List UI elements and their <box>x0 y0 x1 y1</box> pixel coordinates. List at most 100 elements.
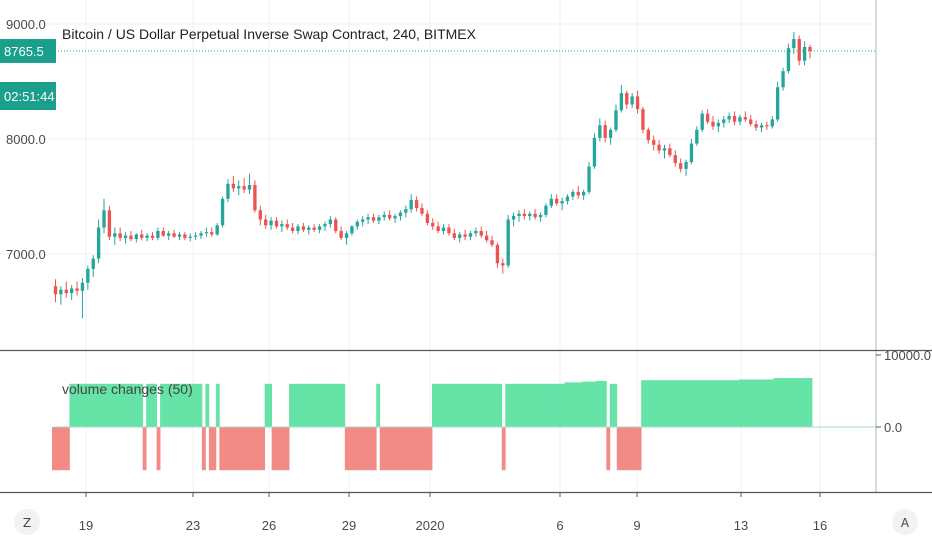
candle-body <box>129 235 133 240</box>
candle <box>425 210 430 226</box>
candle-body <box>700 113 704 130</box>
candle-body <box>468 233 473 237</box>
candle <box>722 116 726 128</box>
indicator-label: volume changes (50) <box>62 381 193 397</box>
candle <box>689 139 694 165</box>
volume-bar <box>721 380 726 427</box>
volume-bar <box>341 383 346 427</box>
volume-bar <box>247 427 252 471</box>
volume-bar <box>452 383 457 427</box>
candle <box>732 111 737 126</box>
candle <box>264 214 268 229</box>
candle <box>781 67 785 91</box>
candle <box>150 232 155 241</box>
candle-body <box>414 199 419 208</box>
candle <box>204 227 209 237</box>
volume-bar <box>407 427 412 471</box>
volume-bar <box>714 380 719 427</box>
volume-bar <box>135 383 140 427</box>
candle-body <box>307 227 311 230</box>
candle <box>592 133 597 169</box>
candle <box>323 221 327 231</box>
volume-bar <box>505 383 510 427</box>
candle <box>452 228 456 241</box>
time-axis[interactable]: 19 23 26 29 2020 6 9 13 16 <box>79 492 827 533</box>
candle-body <box>134 234 139 240</box>
candle-body <box>393 216 397 219</box>
volume-bar <box>710 380 715 427</box>
volume-bar <box>770 379 775 427</box>
candle <box>484 231 489 243</box>
volume-bar <box>163 383 168 427</box>
volume-bar <box>501 427 506 471</box>
volume-bar <box>581 381 586 427</box>
volume-bar <box>254 427 259 471</box>
candle <box>339 226 343 241</box>
candle <box>549 194 553 208</box>
candle <box>317 224 322 234</box>
candle-body <box>722 119 726 123</box>
candle-body <box>695 129 699 144</box>
candle-body <box>598 125 602 138</box>
candle <box>555 194 559 206</box>
candle <box>635 90 640 114</box>
volume-bar <box>791 378 795 427</box>
volume-bar <box>111 383 116 427</box>
time-tick-label: 29 <box>342 518 356 533</box>
candle <box>59 286 63 305</box>
candle <box>533 209 537 220</box>
candle-body <box>770 119 774 127</box>
volume-bar <box>773 378 778 427</box>
candle <box>409 194 413 213</box>
time-tick-label: 13 <box>734 518 748 533</box>
candle-body <box>264 219 268 226</box>
volume-bar <box>578 382 583 427</box>
volume-bar <box>309 383 314 427</box>
auto-scale-button[interactable]: A <box>892 509 918 535</box>
volume-bar <box>735 380 740 427</box>
timezone-button[interactable]: Z <box>14 509 40 535</box>
candle-body <box>641 109 645 130</box>
candle <box>242 178 246 194</box>
candle-body <box>285 224 289 228</box>
candle <box>350 225 354 236</box>
candle <box>393 213 397 223</box>
volume-bar <box>522 383 527 427</box>
volume-bar <box>745 379 750 427</box>
volume-bar <box>282 427 286 471</box>
candle-body <box>301 226 306 230</box>
candle-body <box>458 234 462 238</box>
candle <box>770 116 774 129</box>
volume-bar <box>512 383 517 427</box>
volume-bar <box>344 427 349 471</box>
auto-scale-button-label: A <box>901 516 910 530</box>
candle <box>193 232 198 241</box>
candle <box>808 44 812 59</box>
candle-body <box>156 231 160 238</box>
volume-bar <box>707 380 712 427</box>
volume-bar <box>355 427 360 471</box>
volume-bar <box>296 383 300 427</box>
candle-body <box>533 213 537 218</box>
candle-body <box>668 148 672 156</box>
candle <box>382 211 386 221</box>
candle <box>673 150 677 167</box>
candle <box>102 198 106 234</box>
candle-body <box>317 226 322 230</box>
candle <box>495 242 500 268</box>
candle <box>91 255 95 277</box>
volume-bar <box>571 382 576 427</box>
volume-bar <box>76 383 81 427</box>
candle <box>129 231 133 242</box>
candle <box>490 235 494 248</box>
candle-body <box>625 93 629 105</box>
volume-bar <box>418 427 422 471</box>
price-axis[interactable]: 9000.0 8000.0 7000.0 <box>6 17 46 262</box>
volume-axis[interactable]: 10000.0 0.0 <box>876 348 931 435</box>
volume-bar <box>100 383 105 427</box>
volume-bar <box>724 380 729 427</box>
candle-body <box>199 233 203 236</box>
volume-bar <box>686 380 691 427</box>
volume-bar <box>205 383 210 427</box>
